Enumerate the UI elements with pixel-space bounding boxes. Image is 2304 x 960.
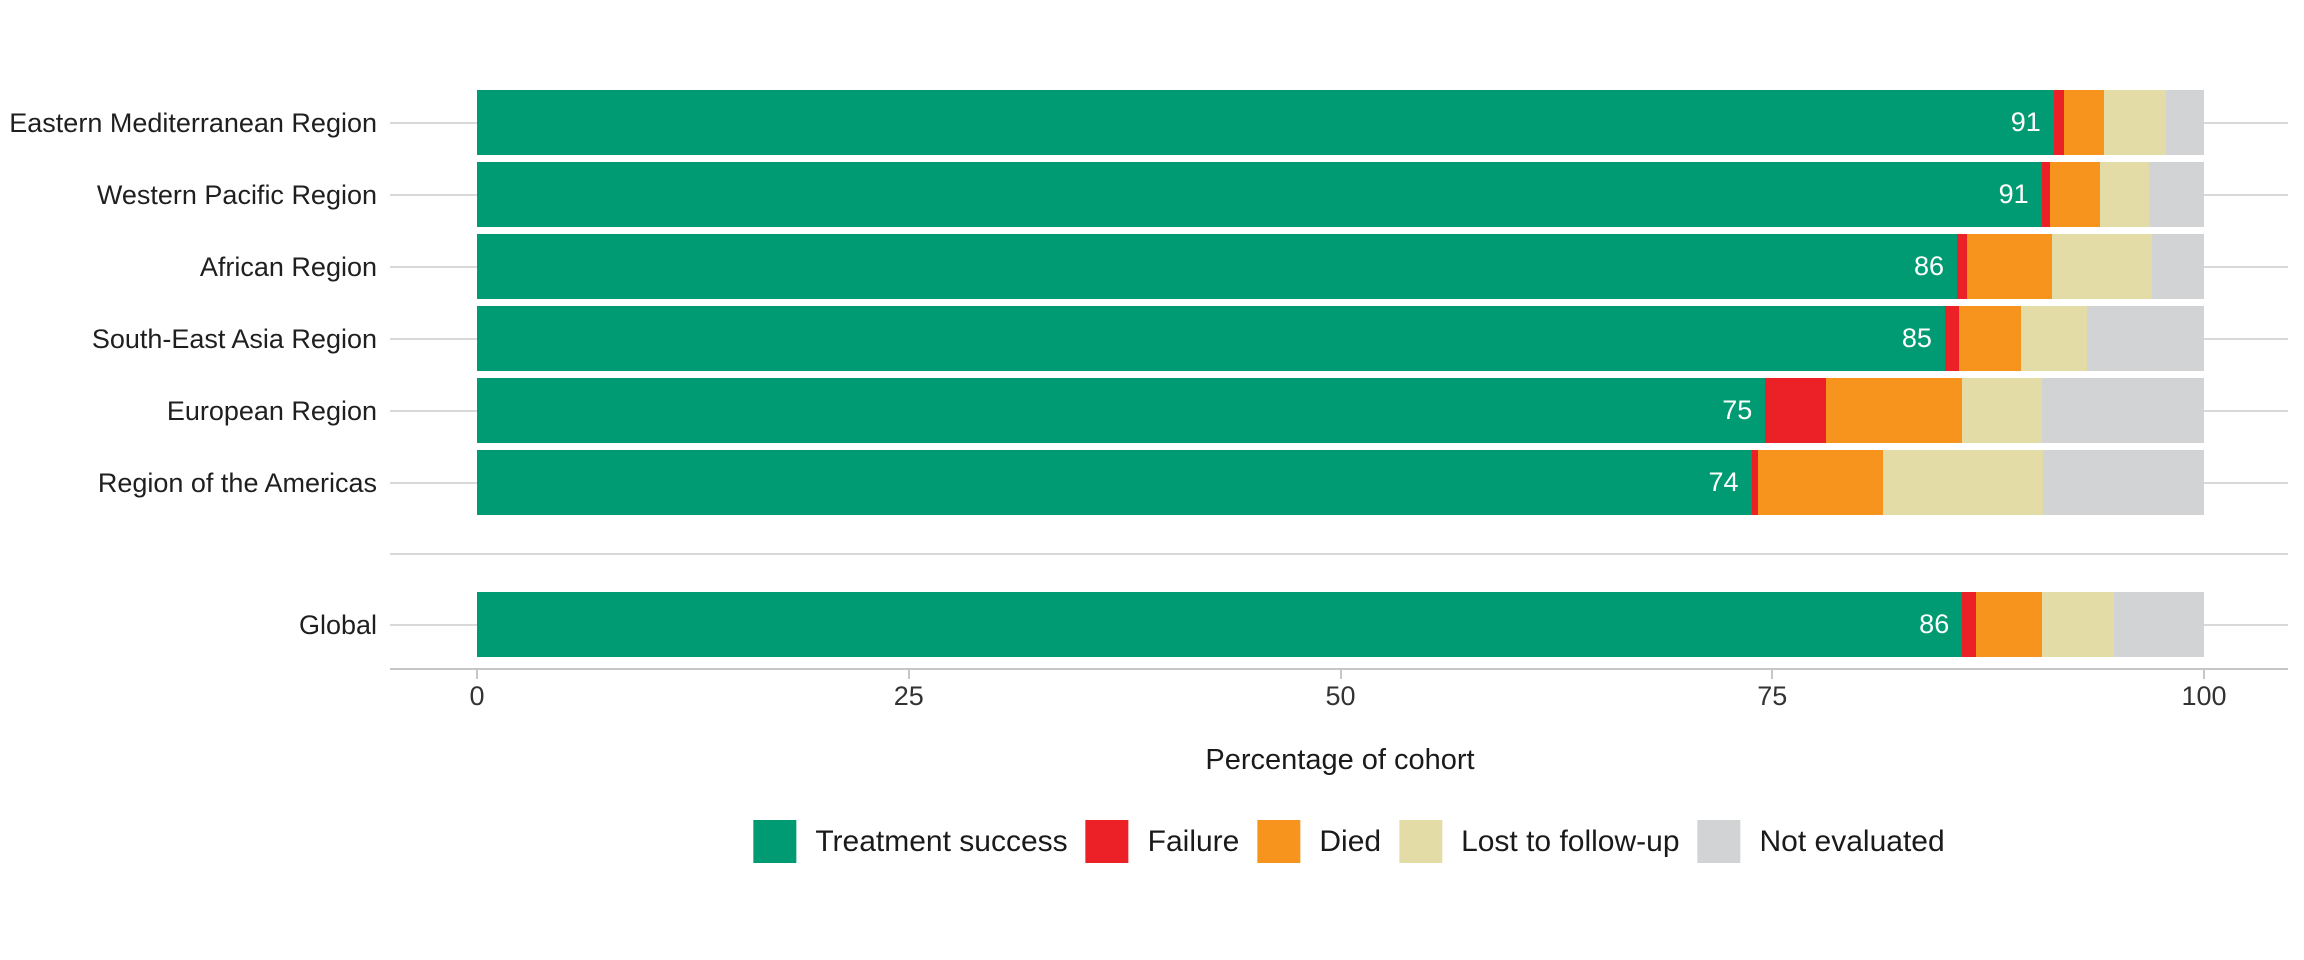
- bar-value-label: 85: [1901, 323, 1932, 353]
- bar-segment-treatment-success: 75: [477, 378, 1766, 443]
- bar-segment-treatment-success: 91: [477, 162, 2042, 227]
- legend-swatch-icon: [1697, 820, 1741, 863]
- x-axis-tick: [1771, 670, 1774, 679]
- bar-segment-treatment-success: 86: [477, 234, 1958, 299]
- bar-segment-lost-to-follow-up: [1882, 450, 2044, 515]
- category-label: African Region: [199, 251, 377, 282]
- bar-segment-not-evaluated: [2086, 306, 2204, 371]
- legend-swatch-icon: [1399, 820, 1443, 863]
- stacked-bar: 91: [477, 90, 2204, 155]
- bar-segment-not-evaluated: [2152, 234, 2204, 299]
- bar-segment-lost-to-follow-up: [1962, 378, 2042, 443]
- category-label: Global: [298, 609, 377, 640]
- legend-label: Treatment success: [815, 824, 1068, 858]
- bar-segment-died: [1967, 234, 2052, 299]
- x-axis-tick: [1339, 670, 1342, 679]
- bar-segment-failure: [1962, 592, 1977, 657]
- x-axis-title: Percentage of cohort: [1205, 744, 1475, 776]
- bar-segment-treatment-success: 85: [477, 306, 1945, 371]
- legend-swatch-icon: [1085, 820, 1129, 863]
- category-label: South-East Asia Region: [91, 323, 377, 354]
- bar-segment-died: [2064, 90, 2104, 155]
- bar-value-label: 86: [1919, 609, 1950, 639]
- bar-segment-died: [1825, 378, 1963, 443]
- bar-value-label: 86: [1913, 251, 1945, 281]
- bar-segment-died: [2050, 162, 2101, 227]
- x-axis-tick-label: 25: [893, 681, 924, 711]
- bar-value-label: 91: [2010, 107, 2041, 137]
- bar-segment-treatment-success: 74: [477, 450, 1752, 515]
- bar-segment-lost-to-follow-up: [2052, 234, 2153, 299]
- stacked-bar: 85: [477, 306, 2204, 371]
- bar-segment-not-evaluated: [2148, 162, 2204, 227]
- legend-swatch-icon: [753, 820, 797, 863]
- category-label: Western Pacific Region: [96, 179, 377, 210]
- bar-segment-lost-to-follow-up: [2100, 162, 2149, 227]
- bar-value-label: 75: [1722, 395, 1753, 425]
- legend-swatch-icon: [1257, 820, 1301, 863]
- bar-segment-lost-to-follow-up: [2020, 306, 2087, 371]
- stacked-bar: 74: [477, 450, 2204, 515]
- stacked-bar: 86: [477, 592, 2204, 657]
- legend: Treatment success Failure Died Lost to foll…: [753, 820, 1945, 863]
- bar-segment-treatment-success: 91: [477, 90, 2054, 155]
- bar-segment-failure: [1957, 234, 1968, 299]
- bar-segment-failure: [1765, 378, 1826, 443]
- legend-item: Not evaluated: [1697, 820, 1945, 863]
- x-axis-tick: [907, 670, 910, 679]
- x-axis-line: [390, 668, 2288, 670]
- bar-value-label: 74: [1708, 467, 1739, 497]
- bar-segment-failure: [1751, 450, 1759, 515]
- bar-segment-failure: [2053, 90, 2065, 155]
- bar-segment-not-evaluated: [2043, 450, 2204, 515]
- bar-segment-not-evaluated: [2166, 90, 2204, 155]
- x-axis-tick-label: 75: [1757, 681, 1788, 711]
- legend-label: Failure: [1147, 824, 1240, 858]
- legend-item: Failure: [1085, 820, 1240, 863]
- stacked-bar: 75: [477, 378, 2204, 443]
- legend-item: Died: [1257, 820, 1381, 863]
- stacked-bar: 86: [477, 234, 2204, 299]
- stacked-bar: 91: [477, 162, 2204, 227]
- legend-item: Treatment success: [753, 820, 1068, 863]
- x-axis-tick-label: 50: [1325, 681, 1356, 711]
- bar-segment-failure: [1944, 306, 1959, 371]
- legend-label: Died: [1319, 824, 1382, 858]
- bar-segment-died: [1758, 450, 1883, 515]
- bar-segment-failure: [2041, 162, 2051, 227]
- bar-segment-not-evaluated: [2114, 592, 2204, 657]
- category-label: Region of the Americas: [97, 467, 377, 498]
- bar-segment-lost-to-follow-up: [2041, 592, 2115, 657]
- x-axis-tick-label: 100: [2181, 681, 2227, 711]
- bar-segment-lost-to-follow-up: [2103, 90, 2166, 155]
- legend-item: Lost to follow-up: [1399, 820, 1680, 863]
- bar-segment-died: [1976, 592, 2042, 657]
- category-gridline: [390, 552, 2288, 555]
- legend-label: Lost to follow-up: [1461, 824, 1680, 858]
- legend-label: Not evaluated: [1759, 824, 1945, 858]
- category-label: Eastern Mediterranean Region: [9, 107, 377, 138]
- x-axis-tick-label: 0: [469, 681, 485, 711]
- bar-value-label: 91: [1998, 179, 2029, 209]
- x-axis-tick: [476, 670, 478, 679]
- bar-segment-died: [1958, 306, 2021, 371]
- bar-segment-not-evaluated: [2041, 378, 2204, 443]
- bar-segment-treatment-success: 86: [477, 592, 1963, 657]
- category-label: European Region: [166, 395, 377, 426]
- x-axis-tick: [2203, 670, 2205, 679]
